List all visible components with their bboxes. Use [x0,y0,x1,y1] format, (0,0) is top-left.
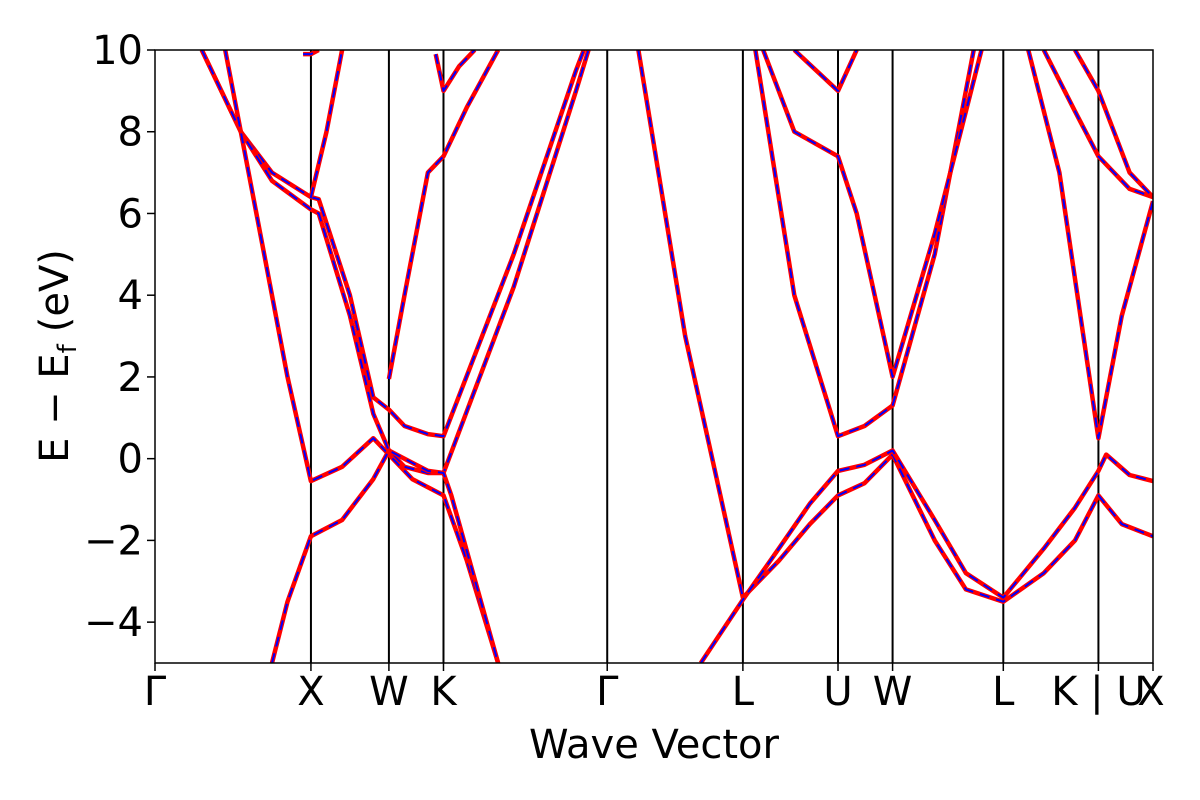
band-line-1 [199,50,591,476]
band-line-dashed-8 [637,50,1153,603]
y-tick-label: 2 [118,355,143,401]
x-tick-label: L [732,669,755,715]
y-axis-label-main: E − E [32,353,78,463]
band-line-dashed-5 [309,50,344,198]
band-line-dashed-12 [793,50,858,92]
band-line-7 [433,50,477,94]
y-axis-label-unit: (eV) [32,249,78,332]
x-tick-label: X [297,669,324,715]
band-line-dashed-3 [271,449,500,663]
y-axis-ticks: −4 −2 0 2 4 6 8 10 [84,28,155,646]
y-tick-label: 10 [92,28,143,74]
band-line-13 [1026,50,1153,441]
band-line-dashed-15 [1074,50,1153,198]
band-line-dashed-9 [699,449,1153,663]
band-line-dashed-6 [387,50,499,380]
x-tick-label: K [430,669,458,715]
y-tick-label: 0 [118,437,143,483]
band-line-dashed-11 [762,50,983,378]
x-tick-label: W [873,669,913,715]
band-line-9 [698,448,1153,663]
x-tick-label: Γ [596,669,619,715]
x-tick-label: U [823,669,852,715]
kpoint-divider-lines [309,50,1100,663]
band-line-dashed-2 [224,50,500,663]
y-tick-label: 6 [118,191,143,237]
band-line-dashed-14 [1042,50,1153,199]
band-line-dashed-10 [754,50,975,438]
y-tick-label: −2 [84,518,143,564]
band-line-dashed-13 [1027,50,1153,440]
y-tick-label: 8 [118,110,143,156]
band-line-dashed-4 [303,50,320,56]
band-lines [199,50,1153,663]
band-line-8 [636,50,1153,604]
band-line-dashed-0 [200,50,585,438]
x-axis-label: Wave Vector [529,722,780,768]
plot-frame [154,49,1154,664]
band-line-dashed-7 [434,50,476,92]
x-tick-label: L [992,669,1015,715]
y-axis-label: E − Ef (eV) [32,249,83,463]
x-tick-label: W [369,669,409,715]
y-tick-label: −4 [84,600,143,646]
x-tick-label: K | U [1051,669,1145,715]
band-line-12 [792,50,859,94]
x-tick-label: X [1137,669,1164,715]
band-line-dashed-1 [200,50,590,474]
band-line-11 [761,50,984,380]
y-axis-label-subscript: f [53,343,83,353]
y-tick-label: 4 [118,273,143,319]
x-tick-label: Γ [144,669,167,715]
